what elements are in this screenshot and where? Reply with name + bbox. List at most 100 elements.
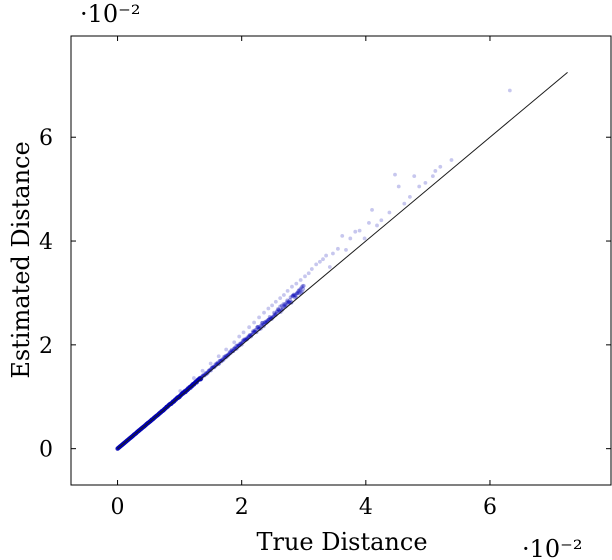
band-point (231, 349, 235, 354)
band-point (276, 307, 281, 312)
band-point (201, 373, 206, 378)
band-point (290, 293, 295, 298)
band-point (260, 320, 265, 325)
band-point (281, 302, 286, 307)
data-point (200, 368, 205, 373)
band-point (272, 310, 276, 315)
data-point (357, 228, 362, 233)
band-point (251, 330, 256, 335)
data-point (282, 293, 286, 297)
band-point (251, 329, 256, 333)
data-point (241, 330, 246, 335)
x-tick-label: 2 (235, 495, 249, 520)
data-point (324, 253, 328, 258)
data-point (327, 265, 332, 269)
band-point (266, 317, 271, 322)
data-point (362, 236, 367, 241)
band-point (262, 320, 267, 325)
band-point (250, 330, 255, 335)
axis-ticks: 0 2 4 6 0 2 4 6 (39, 36, 611, 520)
band-point (295, 291, 300, 295)
data-point (270, 303, 274, 308)
x-tick-label: 0 (111, 495, 125, 520)
data-point (408, 195, 412, 199)
data-point (314, 262, 319, 267)
band-point (286, 299, 291, 304)
band-point (263, 319, 268, 324)
band-point (260, 321, 264, 325)
data-point (375, 223, 379, 228)
band-point (266, 318, 270, 322)
data-point (318, 259, 322, 264)
data-points (115, 88, 512, 451)
band-point (295, 291, 300, 295)
band-point (289, 300, 294, 304)
band-point (297, 291, 302, 296)
data-point (449, 158, 454, 162)
data-point (370, 207, 374, 212)
y-tick-label: 6 (39, 126, 53, 151)
band-point (275, 309, 280, 314)
band-point (299, 285, 304, 290)
band-point (261, 322, 266, 327)
band-point (200, 375, 205, 379)
band-point (246, 334, 251, 339)
data-point (433, 169, 438, 173)
band-point (234, 344, 239, 348)
data-point (417, 184, 422, 189)
band-point (235, 343, 240, 348)
plot-frame (70, 35, 612, 486)
y-axis-multiplier: ·10⁻² (80, 0, 140, 28)
band-point (241, 337, 246, 342)
band-point (278, 304, 283, 309)
band-point (245, 337, 250, 342)
band-point (301, 283, 306, 288)
data-point (178, 389, 183, 393)
reference-line (117, 71, 568, 450)
band-point (256, 325, 261, 329)
band-point (296, 288, 301, 293)
data-point (344, 247, 348, 252)
data-point (278, 296, 283, 301)
band-point (274, 309, 279, 314)
data-point (353, 229, 358, 234)
data-point (247, 325, 252, 330)
band-point (255, 325, 259, 330)
band-point (293, 295, 297, 300)
x-tick-label: 4 (359, 495, 373, 520)
data-point (266, 306, 271, 311)
band-point (247, 333, 252, 338)
band-point (293, 293, 298, 298)
band-point (254, 327, 258, 332)
y-tick-label: 0 (39, 438, 53, 463)
band-point (223, 355, 228, 360)
band-point (300, 289, 305, 294)
data-point (237, 334, 242, 339)
data-point (262, 310, 266, 315)
data-point (348, 236, 353, 241)
data-point (402, 201, 407, 206)
band-point (287, 300, 291, 305)
band-point (298, 287, 303, 291)
data-point (309, 267, 314, 271)
data-point (336, 246, 340, 251)
band-point (243, 337, 247, 342)
band-point (228, 351, 233, 356)
data-point (396, 184, 401, 189)
data-point (367, 220, 371, 225)
band-point (290, 294, 295, 299)
x-tick-label: 6 (483, 495, 497, 520)
y-tick-label: 2 (39, 334, 53, 359)
data-point (507, 88, 512, 93)
band-point (279, 303, 284, 308)
data-point (285, 288, 290, 293)
band-point (240, 338, 245, 343)
band-point (292, 293, 297, 297)
band-point (282, 303, 287, 308)
band-point (294, 295, 298, 299)
band-point (265, 318, 269, 323)
band-point (298, 288, 302, 293)
band-point (214, 361, 219, 366)
data-point (232, 340, 237, 345)
data-point (321, 257, 325, 262)
